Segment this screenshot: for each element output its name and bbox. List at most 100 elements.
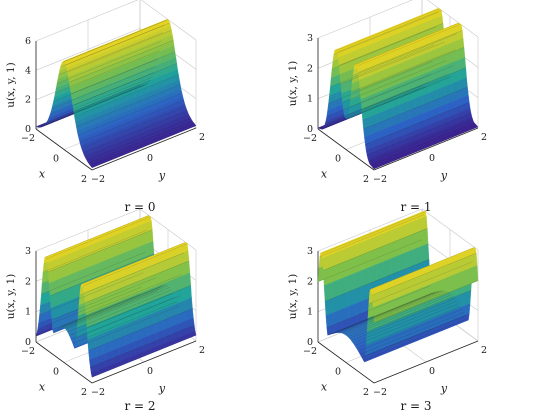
x-tick-label: 0 xyxy=(53,154,59,165)
mesh-line xyxy=(55,288,160,331)
x-axis-line xyxy=(317,128,375,171)
y-axis-line xyxy=(373,340,479,384)
mesh-line xyxy=(46,80,151,123)
x-axis-line xyxy=(35,341,93,384)
mesh-line xyxy=(67,289,172,333)
mesh-line xyxy=(91,335,197,378)
mesh-line xyxy=(361,67,466,110)
surface-patch xyxy=(346,273,355,293)
mesh-line xyxy=(321,211,426,254)
surface-patch xyxy=(404,234,414,253)
mesh-line xyxy=(42,230,148,273)
z-tick-label: 1 xyxy=(307,307,313,318)
panel-caption: r = 3 xyxy=(400,399,431,413)
surface-mesh xyxy=(35,19,197,168)
panel-caption: r = 1 xyxy=(400,200,431,214)
mesh-line xyxy=(372,253,477,296)
mesh-line xyxy=(77,92,183,136)
panel-caption: r = 0 xyxy=(124,200,155,214)
mesh-line xyxy=(83,110,188,154)
x-tick-label: 0 xyxy=(335,154,341,165)
mesh-line xyxy=(323,86,428,129)
z-axis-label: u(x, y, 1) xyxy=(5,274,17,319)
mesh-line xyxy=(363,318,468,361)
mesh-line xyxy=(337,9,442,53)
axis-box xyxy=(317,38,479,171)
mesh-line xyxy=(72,63,177,106)
mesh-line xyxy=(37,286,142,330)
z-tick-label: 1 xyxy=(25,307,31,318)
y-axis-label: y xyxy=(158,382,166,395)
mesh-line xyxy=(62,284,167,327)
mesh-line xyxy=(83,243,188,286)
mesh-line xyxy=(42,84,148,127)
surface-mesh-lines xyxy=(317,211,479,361)
mesh-line xyxy=(74,306,179,349)
surface-patch xyxy=(90,369,100,378)
surface-mesh xyxy=(35,215,197,378)
mesh-line xyxy=(356,306,461,349)
mesh-line xyxy=(326,74,431,117)
surface-mesh-lines xyxy=(35,215,197,378)
mesh-line xyxy=(340,41,445,85)
z-tick-label: 2 xyxy=(25,95,31,106)
mesh-line xyxy=(70,51,176,94)
mesh-line xyxy=(51,66,156,109)
z-tick-label: 0 xyxy=(25,337,31,348)
surface-patch xyxy=(462,268,471,287)
surface-patch xyxy=(337,261,347,280)
surface-patch xyxy=(413,246,422,266)
mesh-line xyxy=(81,105,186,149)
x-axis-label: x xyxy=(39,381,46,394)
mesh-line xyxy=(365,102,470,145)
mesh-line xyxy=(317,239,423,282)
mesh-line xyxy=(363,86,468,130)
x-tick-label: −2 xyxy=(303,346,317,357)
x-tick-label: 2 xyxy=(363,174,369,185)
mesh-line xyxy=(373,280,479,323)
mesh-line xyxy=(55,50,160,93)
y-tick-label: −2 xyxy=(373,387,387,398)
mesh-line xyxy=(366,112,472,156)
mesh-line xyxy=(340,290,445,333)
z-tick-label: 2 xyxy=(25,276,31,287)
mesh-line xyxy=(330,292,435,335)
x-tick-label: −2 xyxy=(21,133,35,144)
mesh-line xyxy=(90,325,195,368)
mesh-line xyxy=(342,291,447,334)
mesh-line xyxy=(74,74,179,117)
surface-patch xyxy=(368,264,378,284)
surface-patch xyxy=(383,258,393,278)
mesh-line xyxy=(46,216,151,259)
x-tick-label: 0 xyxy=(53,367,59,378)
mesh-line xyxy=(354,303,459,346)
y-tick-label: −2 xyxy=(91,174,105,185)
mesh-line xyxy=(345,76,451,119)
mesh-line xyxy=(344,73,449,117)
mesh-line xyxy=(349,296,454,339)
mesh-line xyxy=(48,77,153,120)
mesh-line xyxy=(349,65,454,108)
mesh-line xyxy=(63,285,169,328)
mesh-line xyxy=(39,85,144,128)
mesh-line xyxy=(337,290,442,333)
mesh-line xyxy=(319,86,424,129)
mesh-line xyxy=(370,247,475,290)
mesh-line xyxy=(91,125,197,168)
mesh-line xyxy=(328,61,433,104)
z-axis-label: u(x, y, 1) xyxy=(5,62,17,107)
mesh-line xyxy=(326,285,431,328)
mesh-line xyxy=(35,294,141,337)
surface-patch xyxy=(398,252,407,272)
mesh-line xyxy=(79,100,184,143)
x-axis-label: x xyxy=(321,168,328,181)
mesh-line xyxy=(324,82,430,125)
x-tick-label: −2 xyxy=(21,346,35,357)
mesh-line xyxy=(358,30,463,73)
mesh-line xyxy=(49,72,155,115)
x-tick-label: −2 xyxy=(303,133,317,144)
mesh-line xyxy=(44,82,149,125)
